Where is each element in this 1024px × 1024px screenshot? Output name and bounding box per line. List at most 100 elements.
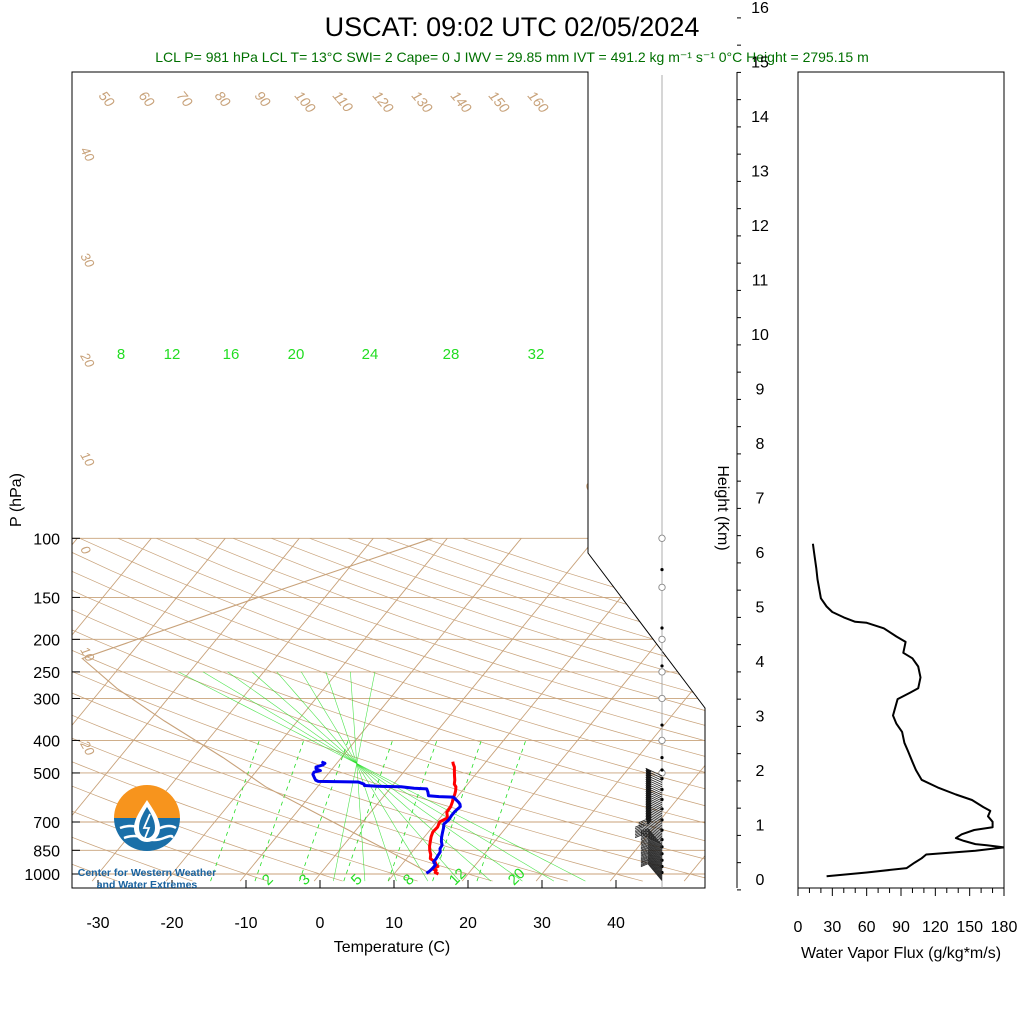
wv-tick-label: 0 xyxy=(794,919,803,936)
height-tick-label: 5 xyxy=(756,600,765,617)
wind-barb xyxy=(647,841,663,860)
wind-barb xyxy=(645,816,663,825)
dry-adiabat xyxy=(194,537,705,711)
wind-barb xyxy=(647,848,663,866)
wind-barb-feather xyxy=(640,849,649,854)
height-tick-label: 3 xyxy=(756,709,765,726)
isotherm xyxy=(609,764,705,882)
dry-adiabat xyxy=(72,629,705,842)
y-tick-label: 500 xyxy=(33,766,60,783)
wind-barb xyxy=(645,767,663,777)
wind-barb xyxy=(645,814,663,823)
wind-dot xyxy=(660,768,664,772)
wind-dot xyxy=(660,626,664,630)
wind-barb-feather xyxy=(640,858,649,863)
wind-barb xyxy=(647,851,663,870)
height-axis-label: Height (Km) xyxy=(714,465,731,550)
height-tick-label: 13 xyxy=(751,164,769,181)
isotherm-label: 30 xyxy=(77,250,98,271)
wind-barb xyxy=(647,861,663,879)
isotherm xyxy=(165,538,448,882)
moist-adiabat xyxy=(251,671,492,882)
wind-barb-feather xyxy=(640,839,649,843)
mixing-ratio-label: 12 xyxy=(164,346,181,363)
isotherm xyxy=(0,538,3,881)
dry-adiabat-label: 140 xyxy=(448,88,475,116)
wind-barb-feather xyxy=(640,851,649,856)
wind-barb xyxy=(647,846,663,865)
wind-barb xyxy=(645,820,663,830)
wind-barb-feather xyxy=(640,859,649,864)
dry-adiabat xyxy=(79,537,705,757)
y-tick-label: 850 xyxy=(33,843,60,860)
wind-barb xyxy=(647,829,663,848)
height-tick-label: 15 xyxy=(751,55,769,72)
wind-barb-feather xyxy=(640,852,649,857)
wind-barb xyxy=(647,839,663,857)
logo-text-line2: and Water Extremes xyxy=(97,879,198,891)
wind-barb xyxy=(641,827,663,838)
mixing-ratio-line xyxy=(298,740,349,882)
wind-barb-feather xyxy=(640,846,649,851)
wind-barb xyxy=(647,853,663,871)
wind-barb-feather xyxy=(640,829,649,834)
wind-barb-feather xyxy=(638,819,646,824)
standard-atmosphere-line xyxy=(81,537,433,875)
cw3e-logo: Center for Western Weather and Water Ext… xyxy=(78,785,216,891)
wind-barb-feather xyxy=(634,829,643,834)
x-tick-label: 30 xyxy=(533,915,551,932)
wind-barb xyxy=(647,863,663,881)
wind-barb-feather xyxy=(634,827,643,831)
wv-tick-label: 180 xyxy=(991,919,1018,936)
wind-barb xyxy=(645,789,663,798)
wv-tick-label: 150 xyxy=(956,919,983,936)
height-tick-label: 16 xyxy=(751,0,769,17)
wind-barb-feather xyxy=(640,832,649,837)
isotherm xyxy=(535,674,705,882)
wind-barb xyxy=(645,822,663,831)
wind-barb xyxy=(647,857,663,876)
x-tick-label: 10 xyxy=(385,915,403,932)
dry-adiabat-label: 120 xyxy=(370,88,397,116)
y-tick-label: 1000 xyxy=(24,867,60,884)
wind-barb-feather xyxy=(640,861,649,865)
moist-adiabat xyxy=(325,671,397,882)
wind-barb xyxy=(647,832,663,850)
wind-barb-feather xyxy=(640,854,649,858)
wind-barb xyxy=(647,858,663,877)
dry-adiabat xyxy=(72,570,705,790)
calm-wind-circle xyxy=(658,534,666,542)
moist-adiabat xyxy=(227,671,523,882)
wind-barb-feather xyxy=(640,828,649,832)
wind-barb xyxy=(645,819,663,828)
dry-adiabat-label: 60 xyxy=(136,88,158,110)
wind-barb-feather xyxy=(634,823,643,828)
height-tick-label: 4 xyxy=(756,654,765,671)
wind-barb xyxy=(647,845,663,864)
x-tick-label: 40 xyxy=(607,915,625,932)
wind-barb xyxy=(645,807,663,816)
wind-barb-feather xyxy=(634,825,643,830)
wind-barb-feather xyxy=(640,837,649,842)
wind-barb-feather xyxy=(638,820,646,825)
logo-text-line1: Center for Western Weather xyxy=(78,867,216,879)
x-tick-label: -20 xyxy=(160,915,183,932)
wind-barb xyxy=(645,772,663,781)
wv-axis-label: Water Vapor Flux (g/kg*m/s) xyxy=(801,945,1001,962)
skew-t-background xyxy=(0,537,705,882)
dry-adiabat-label: 110 xyxy=(330,88,357,116)
wind-barb xyxy=(641,823,663,834)
wind-barb xyxy=(645,776,663,786)
wind-dot xyxy=(660,568,664,572)
height-tick-label: 9 xyxy=(756,382,765,399)
wind-dot xyxy=(660,755,664,760)
wind-barb xyxy=(647,860,663,878)
mixing-ratio-label: 28 xyxy=(443,346,460,363)
y-tick-label: 150 xyxy=(33,590,60,607)
wind-barb-feather xyxy=(640,850,649,855)
wind-barb-feather xyxy=(640,844,649,849)
wind-dot xyxy=(660,723,664,727)
chart-title: USCAT: 09:02 UTC 02/05/2024 xyxy=(325,12,700,42)
wind-barb xyxy=(645,783,663,792)
